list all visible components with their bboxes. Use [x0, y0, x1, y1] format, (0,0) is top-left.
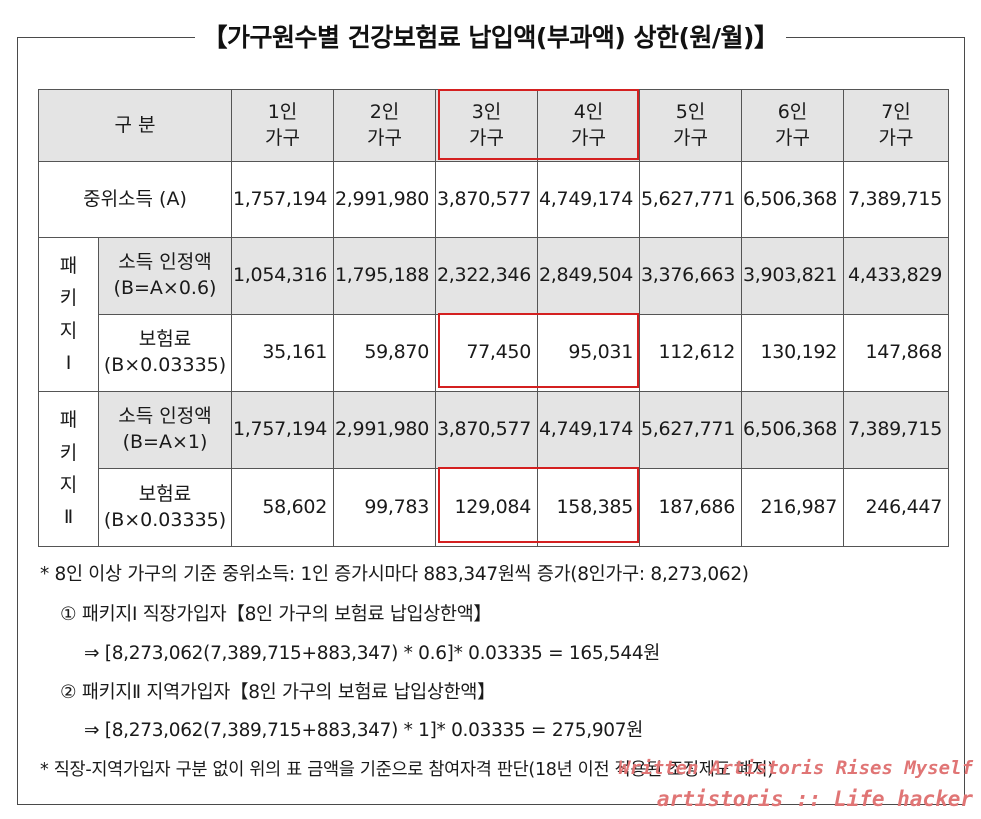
pkg2-premium-cell: 187,686 — [639, 468, 742, 547]
col-header-4: 4인 가구 — [537, 89, 640, 162]
pkg1-premium-cell: 77,450 — [435, 314, 538, 392]
pkg2-income-cell: 4,749,174 — [537, 391, 640, 469]
median-cell: 6,506,368 — [741, 161, 844, 238]
col-header-6: 6인 가구 — [741, 89, 844, 162]
pkg1-premium-cell: 130,192 — [741, 314, 844, 392]
pkg2-premium-label: 보험료 (B×0.03335) — [98, 468, 232, 547]
header-row: 구 분 1인 가구 2인 가구 3인 가구 4인 가구 5인 가구 6인 가구 7인 가구 — [38, 89, 949, 162]
median-cell: 5,627,771 — [639, 161, 742, 238]
note-item-package1: ① 패키지Ⅰ 직장가입자【8인 가구의 보험료 납입상한액】 — [60, 604, 492, 625]
note-formula-package2: ⇒ [8,273,062(7,389,715+883,347) * 1]* 0.… — [84, 720, 643, 741]
col-header-5: 5인 가구 — [639, 89, 742, 162]
pkg2-premium-row: 보험료 (B×0.03335) 58,602 99,783 129,084 158… — [38, 468, 949, 547]
median-cell: 7,389,715 — [843, 161, 949, 238]
pkg1-premium-cell: 35,161 — [231, 314, 334, 392]
pkg2-premium-cell: 99,783 — [333, 468, 436, 547]
median-label: 중위소득 (A) — [38, 161, 232, 238]
median-row: 중위소득 (A) 1,757,194 2,991,980 3,870,577 4… — [38, 161, 949, 238]
median-cell: 4,749,174 — [537, 161, 640, 238]
document-title: 【가구원수별 건강보험료 납입액(부과액) 상한(원/월)】 — [194, 18, 787, 54]
median-cell: 3,870,577 — [435, 161, 538, 238]
pkg2-premium-cell: 129,084 — [435, 468, 538, 547]
pkg1-premium-cell: 95,031 — [537, 314, 640, 392]
pkg1-premium-cell: 147,868 — [843, 314, 949, 392]
pkg2-premium-cell: 216,987 — [741, 468, 844, 547]
pkg2-income-cell: 3,870,577 — [435, 391, 538, 469]
pkg1-income-cell: 2,322,346 — [435, 237, 538, 315]
col-header-1: 1인 가구 — [231, 89, 334, 162]
note-item-package2: ② 패키지Ⅱ 지역가입자【8인 가구의 보험료 납입상한액】 — [60, 682, 496, 703]
category-header: 구 분 — [38, 89, 232, 162]
note-eligibility: * 직장-지역가입자 구분 없이 위의 표 금액을 기준으로 참여자격 판단(1… — [40, 760, 774, 780]
pkg1-premium-cell: 112,612 — [639, 314, 742, 392]
pkg1-income-cell: 4,433,829 — [843, 237, 949, 315]
pkg2-income-cell: 2,991,980 — [333, 391, 436, 469]
pkg2-income-cell: 1,757,194 — [231, 391, 334, 469]
pkg1-premium-label: 보험료 (B×0.03335) — [98, 314, 232, 392]
col-header-7: 7인 가구 — [843, 89, 949, 162]
pkg2-income-label: 소득 인정액 (B=A×1) — [98, 391, 232, 469]
pkg1-income-cell: 3,903,821 — [741, 237, 844, 315]
watermark-line2: artistoris :: Life hacker — [656, 787, 973, 811]
col-header-2: 2인 가구 — [333, 89, 436, 162]
watermark-line1: Written Artistoris Rises Myself — [618, 757, 973, 779]
premium-table: 구 분 1인 가구 2인 가구 3인 가구 4인 가구 5인 가구 6인 가구 7인 가구 중… — [38, 89, 949, 547]
pkg2-income-cell: 5,627,771 — [639, 391, 742, 469]
median-cell: 2,991,980 — [333, 161, 436, 238]
pkg1-income-cell: 1,795,188 — [333, 237, 436, 315]
pkg2-income-cell: 6,506,368 — [741, 391, 844, 469]
pkg1-income-cell: 2,849,504 — [537, 237, 640, 315]
pkg2-premium-cell: 158,385 — [537, 468, 640, 547]
note-eight-person-median: * 8인 이상 가구의 기준 중위소득: 1인 증가시마다 883,347원씩 … — [40, 564, 749, 585]
pkg1-income-cell: 1,054,316 — [231, 237, 334, 315]
pkg1-premium-cell: 59,870 — [333, 314, 436, 392]
pkg1-income-label: 소득 인정액 (B=A×0.6) — [98, 237, 232, 315]
col-header-3: 3인 가구 — [435, 89, 538, 162]
pkg2-premium-cell: 246,447 — [843, 468, 949, 547]
pkg2-income-cell: 7,389,715 — [843, 391, 949, 469]
pkg1-income-cell: 3,376,663 — [639, 237, 742, 315]
title-bar: 【가구원수별 건강보험료 납입액(부과액) 상한(원/월)】 — [0, 18, 981, 54]
median-cell: 1,757,194 — [231, 161, 334, 238]
pkg2-premium-cell: 58,602 — [231, 468, 334, 547]
note-formula-package1: ⇒ [8,273,062(7,389,715+883,347) * 0.6]* … — [84, 643, 661, 664]
pkg1-premium-row: 보험료 (B×0.03335) 35,161 59,870 77,450 95,0… — [38, 314, 949, 392]
